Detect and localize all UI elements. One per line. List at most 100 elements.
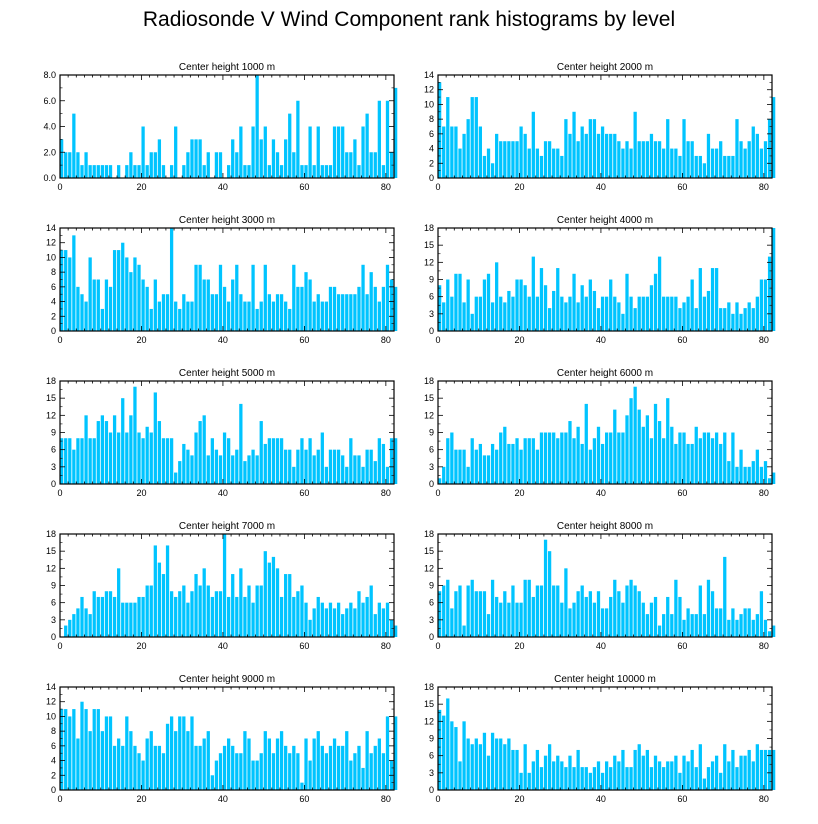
histogram-bar bbox=[686, 443, 690, 484]
histogram-bar bbox=[353, 139, 357, 178]
histogram-bar bbox=[552, 585, 556, 637]
histogram-bar bbox=[458, 273, 462, 331]
y-tick-label: 12 bbox=[46, 238, 56, 248]
histogram-bar bbox=[438, 285, 442, 331]
y-tick-label: 6 bbox=[429, 445, 434, 455]
histogram-bar bbox=[336, 449, 341, 484]
histogram-bar bbox=[731, 155, 735, 178]
y-tick-label: 10 bbox=[46, 252, 56, 262]
histogram-bar bbox=[76, 608, 80, 637]
histogram-bar bbox=[312, 608, 316, 637]
histogram-bar bbox=[462, 449, 466, 484]
histogram-bar bbox=[523, 579, 527, 637]
histogram-bar bbox=[531, 438, 535, 484]
histogram-bar bbox=[157, 421, 162, 484]
histogram-bar bbox=[288, 753, 292, 790]
histogram-bar bbox=[361, 767, 365, 790]
histogram-bar bbox=[478, 126, 483, 178]
histogram-bar bbox=[462, 625, 466, 637]
histogram-bar bbox=[702, 778, 707, 790]
y-tick-label: 15 bbox=[46, 393, 56, 403]
histogram-bar bbox=[702, 432, 707, 484]
histogram-bar bbox=[613, 755, 617, 790]
histogram-bar bbox=[112, 745, 117, 790]
histogram-bar bbox=[357, 591, 361, 637]
y-tick-label: 9 bbox=[429, 581, 434, 591]
histogram-bar bbox=[169, 716, 174, 790]
histogram-bar bbox=[190, 716, 194, 790]
histogram-bar bbox=[231, 139, 235, 178]
histogram-bar bbox=[222, 745, 227, 790]
histogram-bar bbox=[531, 761, 535, 790]
x-tick-label: 40 bbox=[218, 641, 228, 651]
histogram-bar bbox=[341, 294, 345, 331]
histogram-bar bbox=[157, 139, 162, 178]
histogram-bar bbox=[153, 152, 157, 178]
histogram-bar bbox=[174, 301, 178, 331]
histogram-bar bbox=[227, 738, 231, 790]
histogram-bar bbox=[349, 438, 353, 484]
histogram-bar bbox=[515, 749, 519, 790]
y-tick-label: 4 bbox=[51, 297, 56, 307]
histogram-bar bbox=[442, 585, 446, 637]
histogram-bar bbox=[731, 432, 735, 484]
histogram-bar bbox=[719, 443, 723, 484]
histogram-bar bbox=[743, 608, 747, 637]
histogram-bar bbox=[64, 625, 68, 637]
histogram-bar bbox=[292, 466, 296, 484]
histogram-bar bbox=[304, 272, 308, 331]
histogram-bar bbox=[194, 139, 198, 178]
histogram-bar bbox=[377, 738, 381, 790]
x-tick-label: 60 bbox=[677, 488, 687, 498]
histogram-bar bbox=[767, 478, 772, 484]
histogram-bar bbox=[96, 709, 100, 790]
histogram-bar bbox=[332, 738, 337, 790]
histogram-bar bbox=[751, 308, 755, 331]
histogram-bar bbox=[629, 579, 633, 637]
histogram-bar bbox=[511, 141, 515, 178]
histogram-bar bbox=[100, 308, 105, 331]
histogram-bar bbox=[442, 466, 446, 484]
histogram-bar bbox=[345, 294, 349, 331]
histogram-bar bbox=[670, 296, 674, 331]
x-tick-label: 60 bbox=[299, 488, 309, 498]
histogram-bar bbox=[564, 302, 568, 331]
histogram-bar bbox=[735, 619, 739, 637]
x-tick-label: 60 bbox=[677, 794, 687, 804]
histogram-bar bbox=[515, 279, 519, 331]
histogram-bar bbox=[560, 432, 564, 484]
histogram-bar bbox=[495, 596, 499, 637]
histogram-bar bbox=[100, 415, 105, 484]
histogram-bar bbox=[275, 568, 280, 637]
histogram-bar bbox=[227, 438, 231, 484]
histogram-bar bbox=[190, 301, 194, 331]
histogram-bar bbox=[702, 296, 707, 331]
histogram-bar bbox=[539, 432, 544, 484]
y-tick-label: 12 bbox=[424, 85, 434, 95]
histogram-bar bbox=[499, 432, 503, 484]
histogram-bar bbox=[727, 461, 731, 484]
histogram-bar bbox=[320, 602, 324, 637]
histogram-bar bbox=[535, 585, 540, 637]
histogram-bar bbox=[633, 308, 637, 331]
histogram-bar bbox=[88, 165, 92, 178]
panel-title: Center height 6000 m bbox=[557, 368, 653, 379]
panel-title: Center height 7000 m bbox=[179, 521, 275, 532]
histogram-bar bbox=[210, 294, 214, 331]
y-tick-label: 0 bbox=[51, 479, 56, 489]
histogram-bar bbox=[145, 585, 149, 637]
histogram-bar bbox=[96, 421, 100, 484]
histogram-bar bbox=[535, 749, 540, 790]
histogram-bar bbox=[499, 602, 503, 637]
histogram-bar bbox=[543, 285, 548, 331]
histogram-bar bbox=[747, 608, 751, 637]
histogram-bar bbox=[84, 152, 88, 178]
panel-title: Center height 2000 m bbox=[557, 62, 653, 73]
histogram-bar bbox=[271, 139, 276, 178]
histogram-bar bbox=[190, 139, 194, 178]
histogram-bar bbox=[474, 738, 478, 790]
histogram-bar bbox=[739, 313, 743, 331]
histogram-bar bbox=[442, 126, 446, 178]
histogram-bar bbox=[552, 432, 556, 484]
histogram-bar bbox=[495, 133, 499, 178]
